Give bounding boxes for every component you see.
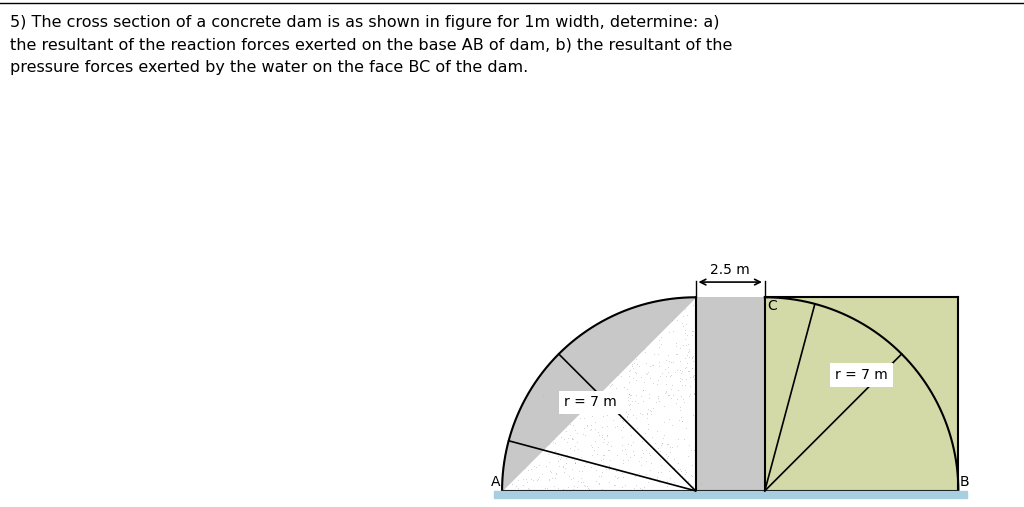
- Bar: [765, 297, 958, 491]
- Text: 2.5 m: 2.5 m: [711, 263, 751, 277]
- Text: B: B: [959, 476, 970, 489]
- Polygon shape: [494, 491, 967, 498]
- Text: 5) The cross section of a concrete dam is as shown in figure for 1m width, deter: 5) The cross section of a concrete dam i…: [10, 15, 732, 75]
- Text: A: A: [492, 476, 501, 489]
- Bar: [695, 297, 765, 491]
- Text: r = 7 m: r = 7 m: [836, 368, 888, 382]
- Text: C: C: [768, 299, 777, 313]
- Text: r = 7 m: r = 7 m: [564, 395, 616, 409]
- Polygon shape: [502, 297, 695, 491]
